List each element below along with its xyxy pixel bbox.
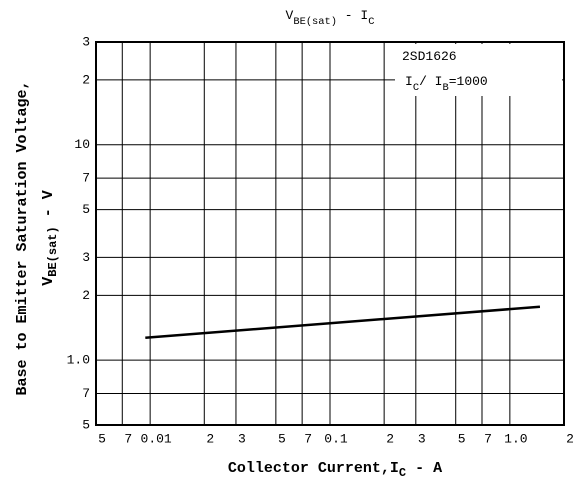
series-line [145, 305, 541, 340]
x-tick-label: 0.01 [141, 431, 172, 446]
x-axis-label-part: Collector Current,I [228, 460, 399, 477]
y-tick-label: 2 [82, 288, 90, 303]
x-tick-label: 1.0 [504, 431, 527, 446]
chart-title-part: BE(sat) [293, 16, 337, 28]
x-tick-label: 0.1 [324, 431, 348, 446]
y-tick-label: 5 [82, 202, 90, 217]
y-axis-label-part: BE(sat) [46, 226, 60, 276]
x-tick-label: 7 [484, 431, 492, 446]
annotation-part: / I [419, 74, 442, 89]
x-tick-label: 7 [304, 431, 312, 446]
x-tick-label: 5 [278, 431, 286, 446]
x-axis-label: Collector Current,IC - A [228, 460, 442, 480]
annotation-part: =1000 [449, 74, 488, 89]
y-tick-label: 7 [82, 171, 90, 186]
annotation: 2SD1626 [402, 49, 457, 64]
y-axis-label-part: - V [40, 190, 57, 226]
x-tick-label: 5 [458, 431, 466, 446]
x-tick-label: 3 [418, 431, 426, 446]
x-tick-label: 7 [124, 431, 132, 446]
y-axis-label: VBE(sat) - V [40, 190, 60, 285]
plot-frame [95, 41, 565, 426]
chart-title-part: - I [337, 8, 368, 23]
y-tick-label: 2 [82, 72, 90, 87]
y-axis-label-part: Base to Emitter Saturation Voltage, [14, 80, 31, 395]
annotation-part: I [405, 74, 413, 89]
y-tick-label: 3 [82, 34, 90, 49]
y-tick-label: 10 [74, 137, 90, 152]
y-tick-label: 5 [82, 417, 90, 432]
y-axis-label-part: V [40, 277, 57, 286]
x-tick-label: 5 [98, 431, 106, 446]
x-tick-label: 3 [238, 431, 246, 446]
x-axis-label-part: C [399, 466, 406, 480]
annotation-part: C [413, 82, 419, 94]
y-tick-label: 1.0 [67, 353, 90, 368]
x-tick-label: 2 [386, 431, 394, 446]
y-tick-label: 7 [82, 386, 90, 401]
x-tick-label: 2 [566, 431, 574, 446]
annotation: IC/ IB=1000 [405, 74, 488, 93]
x-tick-label: 2 [206, 431, 214, 446]
annotation-part: B [442, 82, 448, 94]
chart-title: VBE(sat) - IC [286, 8, 375, 27]
chart-title-part: V [286, 8, 294, 23]
annotation-part: 2SD1626 [402, 49, 457, 64]
y-tick-label: 3 [82, 250, 90, 265]
x-axis-label-part: - A [406, 460, 442, 477]
y-axis-label: Base to Emitter Saturation Voltage, [14, 80, 31, 395]
annotation-box [395, 44, 562, 96]
chart-title-part: C [368, 16, 374, 28]
